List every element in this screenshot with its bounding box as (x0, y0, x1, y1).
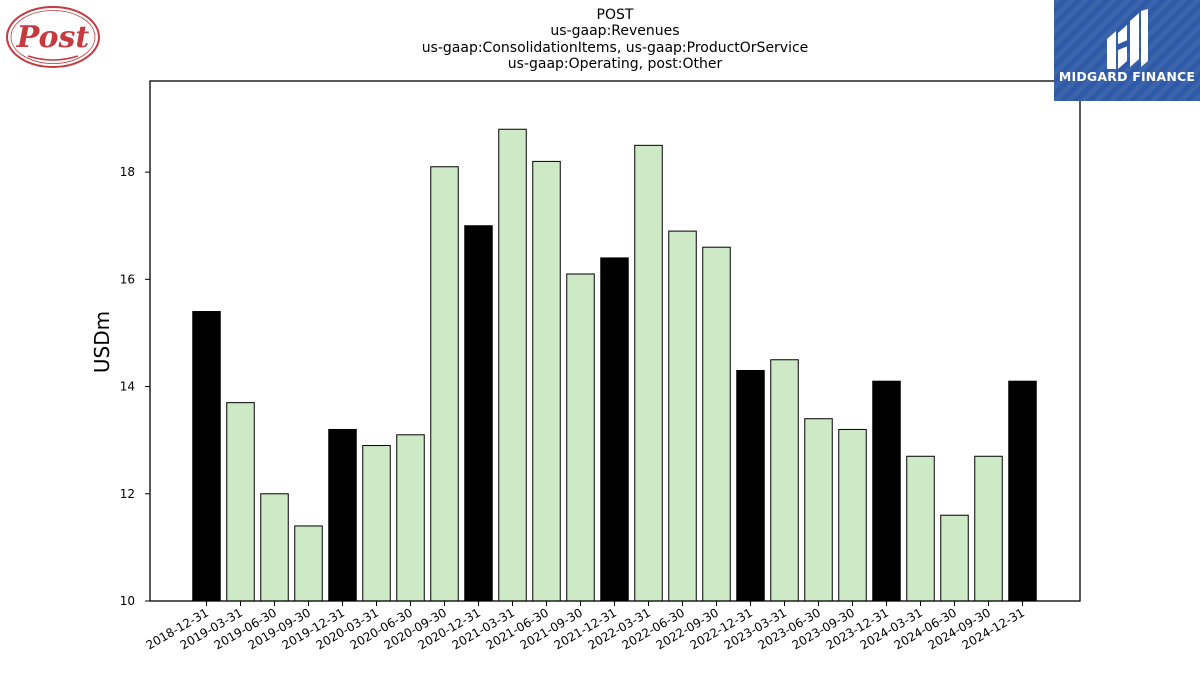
bar (464, 225, 493, 602)
bar (906, 455, 935, 602)
bar (974, 455, 1003, 602)
bar (668, 230, 697, 602)
post-logo: Post (6, 6, 100, 68)
bar (940, 514, 969, 602)
chart-title-line: us-gaap:Revenues (550, 23, 680, 40)
bar (566, 273, 595, 602)
bar (396, 434, 425, 602)
bar (294, 525, 323, 602)
y-tick-label: 10 (120, 594, 135, 608)
post-logo-text: Post (16, 20, 90, 55)
bar (498, 128, 527, 602)
chart-title-line: us-gaap:ConsolidationItems, us-gaap:Prod… (421, 39, 809, 56)
bars-group (192, 128, 1037, 602)
bar (702, 246, 731, 602)
bar (838, 428, 867, 602)
y-tick-label: 14 (120, 380, 135, 394)
bar (192, 311, 221, 602)
chart-title: POST us-gaap:Revenues us-gaap:Consolidat… (150, 7, 1080, 73)
bar (226, 402, 255, 602)
bar (532, 160, 561, 602)
x-axis: 2018-12-312019-03-312019-06-302019-09-30… (144, 601, 1027, 652)
midgard-mark-icon (1107, 9, 1148, 69)
y-tick-label: 18 (120, 165, 135, 179)
bar (362, 445, 391, 602)
bar (770, 359, 799, 602)
bar (430, 166, 459, 602)
midgard-logo-text: MIDGARD FINANCE (1058, 69, 1196, 84)
bar (872, 380, 901, 602)
y-tick-label: 12 (120, 487, 135, 501)
bar (804, 418, 833, 602)
bar (600, 257, 629, 602)
chart-title-line: us-gaap:Operating, post:Other (507, 56, 723, 73)
bar (736, 369, 765, 602)
midgard-finance-logo: MIDGARD FINANCE (1054, 0, 1200, 101)
bar (260, 493, 289, 602)
y-tick-label: 16 (120, 272, 135, 286)
bar (634, 144, 663, 602)
y-axis: 10 12 14 16 18 (120, 165, 150, 608)
bar (328, 428, 357, 602)
bar (1008, 380, 1037, 602)
y-axis-label: USDm (90, 311, 114, 373)
chart-title-line: POST (596, 7, 634, 23)
